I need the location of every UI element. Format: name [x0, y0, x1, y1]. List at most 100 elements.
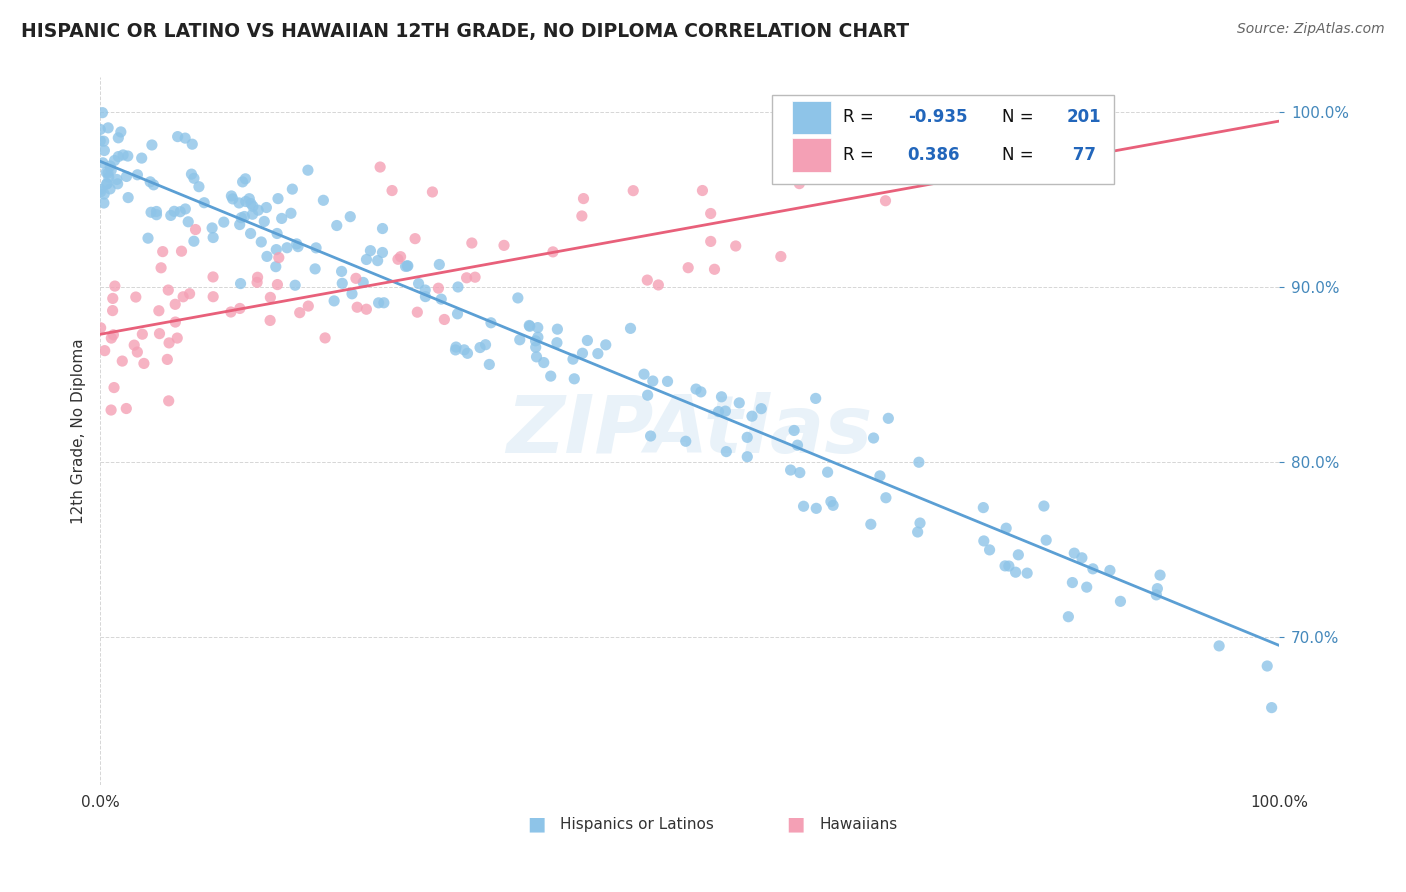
- Text: R =: R =: [842, 146, 884, 164]
- Point: [97, 166, 120, 180]
- Point: [221, 189, 243, 203]
- Point: [281, 182, 304, 196]
- Point: [202, 269, 225, 284]
- Point: [330, 277, 353, 291]
- Text: 77: 77: [1067, 146, 1095, 164]
- Point: [699, 235, 721, 249]
- Point: [396, 259, 419, 273]
- Point: [103, 380, 125, 394]
- Point: [314, 331, 336, 345]
- Text: ■: ■: [786, 814, 804, 833]
- Point: [97, 170, 120, 185]
- Point: [222, 192, 245, 206]
- Point: [148, 326, 170, 341]
- Point: [96, 165, 118, 179]
- Bar: [792, 138, 831, 172]
- Point: [280, 206, 302, 220]
- Point: [422, 185, 444, 199]
- Point: [359, 244, 381, 258]
- Point: [180, 167, 202, 181]
- Point: [201, 221, 224, 235]
- Point: [179, 286, 201, 301]
- Point: [159, 208, 181, 222]
- Point: [396, 259, 419, 273]
- Point: [181, 137, 204, 152]
- Point: [100, 331, 122, 345]
- Point: [427, 281, 450, 295]
- Point: [356, 252, 378, 267]
- Point: [446, 307, 468, 321]
- Point: [166, 129, 188, 144]
- Point: [287, 239, 309, 253]
- Point: [270, 211, 292, 226]
- Text: Hispanics or Latinos: Hispanics or Latinos: [560, 816, 714, 831]
- Point: [1062, 575, 1084, 590]
- Point: [464, 270, 486, 285]
- Point: [647, 277, 669, 292]
- Point: [93, 343, 115, 358]
- Point: [571, 346, 593, 360]
- Point: [820, 494, 842, 508]
- Point: [817, 465, 839, 479]
- Point: [408, 277, 430, 291]
- FancyBboxPatch shape: [772, 95, 1114, 184]
- Point: [371, 221, 394, 235]
- Point: [413, 283, 436, 297]
- Point: [339, 210, 361, 224]
- Point: [367, 295, 389, 310]
- Point: [90, 182, 112, 196]
- Text: N =: N =: [1002, 146, 1045, 164]
- Point: [132, 356, 155, 370]
- Point: [165, 297, 187, 311]
- Point: [406, 305, 429, 319]
- Point: [96, 177, 118, 191]
- Point: [1070, 550, 1092, 565]
- Point: [101, 303, 124, 318]
- Point: [233, 210, 256, 224]
- Point: [707, 404, 730, 418]
- Point: [576, 334, 599, 348]
- Point: [526, 350, 548, 364]
- Point: [1004, 565, 1026, 579]
- Point: [202, 230, 225, 244]
- Point: [246, 270, 269, 285]
- Point: [232, 175, 254, 189]
- Point: [247, 203, 270, 218]
- Point: [97, 120, 120, 135]
- Point: [266, 277, 288, 292]
- Point: [714, 404, 737, 418]
- Point: [875, 491, 897, 505]
- Point: [456, 270, 478, 285]
- Point: [165, 315, 187, 329]
- Point: [973, 533, 995, 548]
- Point: [157, 283, 180, 297]
- Point: [112, 148, 135, 162]
- Text: R =: R =: [842, 109, 879, 127]
- Point: [98, 159, 121, 173]
- Text: Source: ZipAtlas.com: Source: ZipAtlas.com: [1237, 22, 1385, 37]
- Point: [389, 250, 412, 264]
- Point: [1149, 568, 1171, 582]
- Point: [998, 559, 1021, 574]
- Point: [107, 150, 129, 164]
- Point: [330, 264, 353, 278]
- Point: [786, 438, 808, 452]
- Point: [93, 144, 115, 158]
- Point: [541, 244, 564, 259]
- Point: [1098, 564, 1121, 578]
- Point: [284, 278, 307, 293]
- Point: [1146, 582, 1168, 596]
- Point: [657, 375, 679, 389]
- Point: [908, 112, 931, 127]
- Point: [492, 238, 515, 252]
- Point: [163, 204, 186, 219]
- Point: [506, 291, 529, 305]
- Point: [326, 219, 349, 233]
- Point: [1256, 659, 1278, 673]
- Point: [174, 202, 197, 216]
- Point: [562, 352, 585, 367]
- Point: [183, 171, 205, 186]
- Point: [637, 388, 659, 402]
- Point: [253, 214, 276, 228]
- Point: [344, 271, 367, 285]
